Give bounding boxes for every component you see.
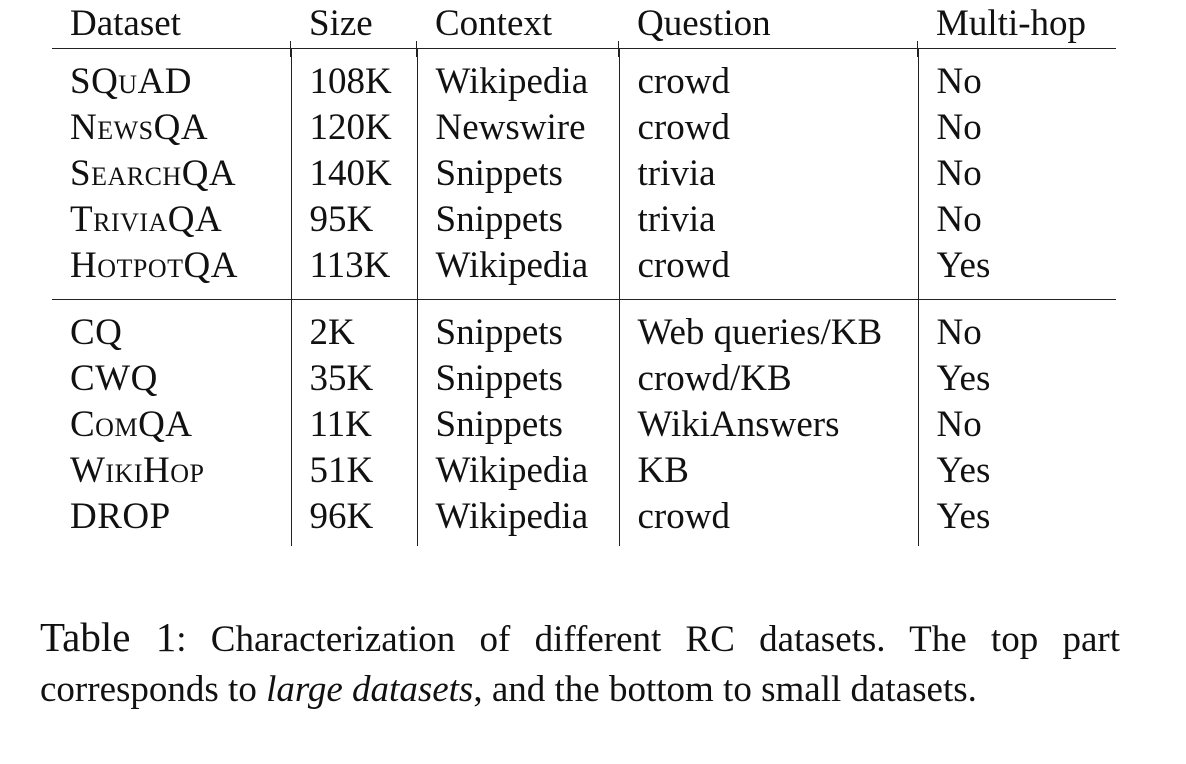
question-cell: KB xyxy=(619,448,919,494)
size-cell: 2K xyxy=(291,299,418,356)
dataset-name-cell: WikiHop xyxy=(52,448,292,494)
table-row: NewsQA 120K Newswire crowd No xyxy=(52,105,1116,151)
multi-hop-cell: No xyxy=(936,61,982,102)
caption-text: : Characterization of different RC datas… xyxy=(40,619,1120,710)
dataset-name-cell: HotpotQA xyxy=(52,243,292,300)
datasets-table-container: Dataset Size Context Question Multi-hop … xyxy=(52,0,1118,546)
table-row: SearchQA 140K Snippets trivia No xyxy=(52,151,1116,197)
caption-emphasis: large datasets xyxy=(266,669,474,710)
dataset-name-cell: TriviaQA xyxy=(52,197,292,243)
context-cell: Snippets xyxy=(417,356,620,402)
table-row: WikiHop 51K Wikipedia KB Yes xyxy=(52,448,1116,494)
size-cell: 120K xyxy=(291,105,418,151)
column-header-question: Question xyxy=(619,0,918,57)
multi-hop-cell: No xyxy=(936,312,982,353)
multi-hop-cell: Yes xyxy=(936,245,991,286)
caption-label: Table 1 xyxy=(40,614,177,660)
size-cell: 11K xyxy=(291,402,418,448)
context-cell: Snippets xyxy=(417,151,620,197)
table-row: HotpotQA 113K Wikipedia crowd Yes xyxy=(52,243,1116,300)
dataset-name-cell: NewsQA xyxy=(52,105,292,151)
multi-hop-cell: No xyxy=(936,404,982,445)
datasets-table: Dataset Size Context Question Multi-hop … xyxy=(52,0,1116,546)
question-cell: WikiAnswers xyxy=(619,402,919,448)
table-caption: Table 1: Characterization of different R… xyxy=(40,612,1120,715)
context-cell: Wikipedia xyxy=(417,494,620,546)
question-cell: crowd xyxy=(619,494,919,546)
context-cell: Wikipedia xyxy=(417,48,620,105)
multi-hop-cell: Yes xyxy=(936,358,991,399)
table-row: CWQ 35K Snippets crowd/KB Yes xyxy=(52,356,1116,402)
size-cell: 51K xyxy=(291,448,418,494)
size-cell: 35K xyxy=(291,356,418,402)
multi-hop-cell: No xyxy=(936,199,982,240)
size-cell: 95K xyxy=(291,197,418,243)
table-header-row: Dataset Size Context Question Multi-hop xyxy=(52,0,1116,57)
size-cell: 140K xyxy=(291,151,418,197)
context-cell: Wikipedia xyxy=(417,448,620,494)
dataset-name-cell: SearchQA xyxy=(52,151,292,197)
large-datasets-group: SQuAD 108K Wikipedia crowd No NewsQA 120… xyxy=(52,48,1116,300)
size-cell: 108K xyxy=(291,48,418,105)
multi-hop-cell: Yes xyxy=(936,450,991,491)
dataset-name-cell: DROP xyxy=(52,494,292,546)
context-cell: Wikipedia xyxy=(417,243,620,300)
dataset-name-cell: ComQA xyxy=(52,402,292,448)
dataset-name-cell: SQuAD xyxy=(52,48,292,105)
table-row: DROP 96K Wikipedia crowd Yes xyxy=(52,494,1116,546)
multi-hop-cell: No xyxy=(936,153,982,194)
column-header-size: Size xyxy=(291,0,417,57)
question-cell: Web queries/KB xyxy=(619,299,919,356)
column-header-multi-hop: Multi-hop xyxy=(936,3,1087,44)
small-datasets-group: CQ 2K Snippets Web queries/KB No CWQ 35K… xyxy=(52,299,1116,546)
table-row: ComQA 11K Snippets WikiAnswers No xyxy=(52,402,1116,448)
caption-text-end: , and the bottom to small datasets. xyxy=(473,669,977,710)
question-cell: trivia xyxy=(619,151,919,197)
question-cell: crowd xyxy=(619,48,919,105)
context-cell: Newswire xyxy=(417,105,620,151)
question-cell: trivia xyxy=(619,197,919,243)
size-cell: 96K xyxy=(291,494,418,546)
table-row: SQuAD 108K Wikipedia crowd No xyxy=(52,48,1116,105)
table-row: CQ 2K Snippets Web queries/KB No xyxy=(52,299,1116,356)
question-cell: crowd xyxy=(619,105,919,151)
dataset-name-cell: CQ xyxy=(52,299,292,356)
size-cell: 113K xyxy=(291,243,418,300)
question-cell: crowd xyxy=(619,243,919,300)
table-row: TriviaQA 95K Snippets trivia No xyxy=(52,197,1116,243)
context-cell: Snippets xyxy=(417,402,620,448)
dataset-name-cell: CWQ xyxy=(52,356,292,402)
question-cell: crowd/KB xyxy=(619,356,919,402)
multi-hop-cell: Yes xyxy=(936,496,991,537)
context-cell: Snippets xyxy=(417,197,620,243)
column-header-dataset: Dataset xyxy=(52,0,291,57)
multi-hop-cell: No xyxy=(936,107,982,148)
context-cell: Snippets xyxy=(417,299,620,356)
column-header-context: Context xyxy=(417,0,619,57)
